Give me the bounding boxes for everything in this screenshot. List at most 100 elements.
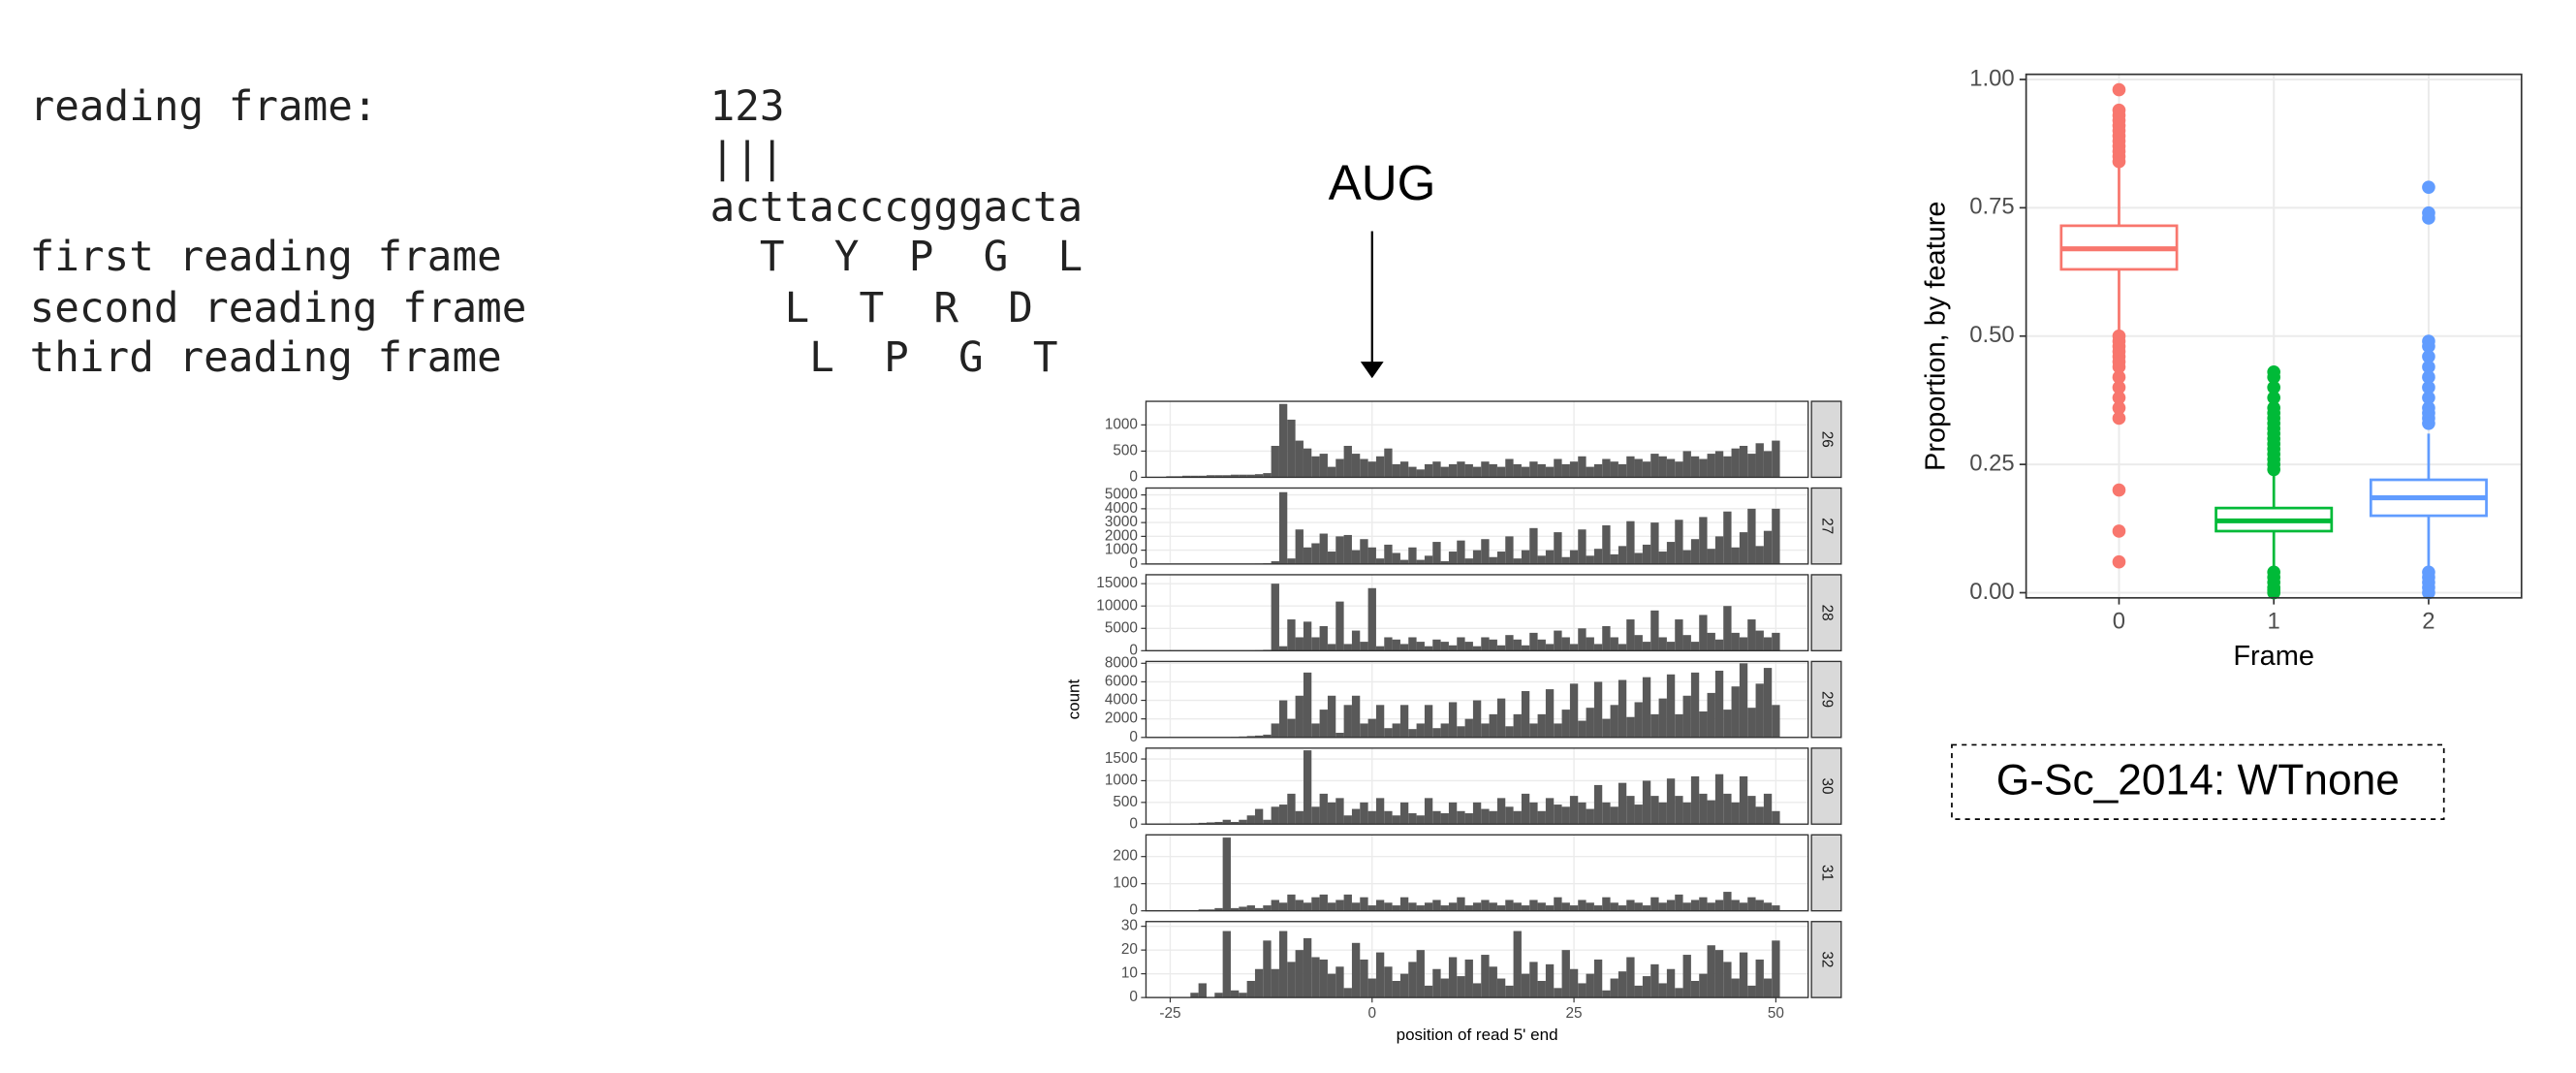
bar	[1554, 805, 1562, 825]
bar	[1375, 456, 1385, 478]
bar	[1254, 735, 1264, 738]
strip-label: 29	[1818, 691, 1835, 708]
outlier	[2422, 380, 2435, 394]
bar	[1731, 632, 1740, 651]
y-tick-label: 0.00	[1969, 579, 2014, 605]
bar	[1505, 899, 1514, 911]
y-tick-label: 2000	[1105, 527, 1138, 544]
bar	[1263, 473, 1272, 478]
bar	[1682, 635, 1691, 651]
bar	[1278, 700, 1288, 738]
bar	[1505, 806, 1514, 825]
bar	[1666, 968, 1676, 998]
bar	[1731, 978, 1740, 998]
bar	[1545, 644, 1555, 651]
bar	[1496, 798, 1506, 825]
outlier	[2112, 554, 2126, 569]
bar	[1602, 802, 1611, 825]
bar	[1448, 702, 1458, 738]
bar	[1214, 907, 1223, 911]
bar	[1392, 639, 1400, 651]
bar	[1343, 644, 1352, 651]
bar	[1351, 550, 1361, 564]
bar	[1311, 456, 1320, 478]
bar	[1335, 899, 1344, 911]
y-tick-label: 1.00	[1969, 65, 2014, 91]
bar	[1457, 976, 1465, 998]
bar	[1384, 728, 1393, 738]
bar	[1295, 529, 1304, 564]
bar	[1561, 556, 1570, 564]
bar	[1561, 806, 1570, 825]
bar	[1424, 463, 1433, 478]
outlier	[2112, 154, 2126, 169]
bar	[1513, 713, 1522, 738]
bar	[1367, 978, 1376, 998]
bar	[1384, 966, 1393, 998]
bar	[1634, 702, 1643, 738]
bar	[1303, 621, 1312, 651]
bar	[1278, 805, 1288, 825]
bar	[1723, 892, 1732, 911]
bar	[1505, 635, 1514, 651]
bar	[1489, 810, 1497, 825]
bar	[1545, 466, 1555, 478]
y-tick-label: 3000	[1105, 514, 1138, 530]
bar	[1593, 784, 1603, 825]
y-tick-label: 0.75	[1969, 194, 2014, 220]
bar	[1327, 552, 1336, 564]
bar	[1440, 466, 1449, 478]
bar	[1278, 646, 1288, 651]
bar	[1481, 723, 1490, 738]
panel-background	[1146, 574, 1808, 651]
outlier	[2422, 370, 2435, 384]
bar	[1723, 456, 1732, 478]
bar	[1303, 937, 1312, 998]
y-tick-label: 500	[1113, 442, 1138, 458]
bar	[1416, 469, 1425, 478]
bar	[1521, 793, 1530, 825]
bar	[1472, 550, 1482, 564]
faceted-histogram: 0500100026010002000300040005000270500010…	[1065, 155, 1842, 1044]
y-tick-label: 5000	[1105, 619, 1138, 636]
bar	[1723, 710, 1732, 738]
bar	[1642, 677, 1651, 738]
bar	[1699, 793, 1708, 825]
outlier	[2112, 370, 2126, 384]
outlier	[2422, 339, 2435, 354]
bar	[1432, 461, 1441, 478]
bar	[1424, 555, 1433, 564]
y-tick-label: 0	[1129, 902, 1138, 919]
bar	[1554, 988, 1562, 998]
bar	[1650, 610, 1659, 651]
bar	[1578, 802, 1586, 825]
bar	[1634, 902, 1643, 911]
panel-border	[1145, 660, 1809, 739]
bar	[1360, 723, 1368, 738]
bar	[1278, 931, 1288, 998]
bar	[1271, 968, 1279, 998]
bar	[1731, 899, 1740, 911]
bar	[1230, 474, 1240, 478]
strip-label: 31	[1818, 865, 1835, 881]
bar	[1650, 713, 1659, 738]
bar	[1392, 815, 1400, 825]
bar	[1464, 905, 1473, 911]
outlier	[2112, 82, 2126, 97]
bar	[1295, 950, 1304, 998]
panel-border	[1145, 747, 1809, 825]
bar	[1246, 905, 1255, 911]
bar	[1529, 461, 1538, 478]
bar	[1634, 805, 1643, 825]
bar	[1206, 909, 1215, 911]
bar	[1578, 628, 1586, 651]
bar	[1424, 646, 1433, 651]
bar	[1739, 902, 1748, 911]
bar	[1747, 619, 1756, 651]
bar	[1569, 461, 1579, 478]
bar	[1658, 456, 1667, 478]
bar	[1319, 625, 1328, 651]
bar	[1521, 973, 1530, 998]
bar	[1747, 454, 1756, 478]
